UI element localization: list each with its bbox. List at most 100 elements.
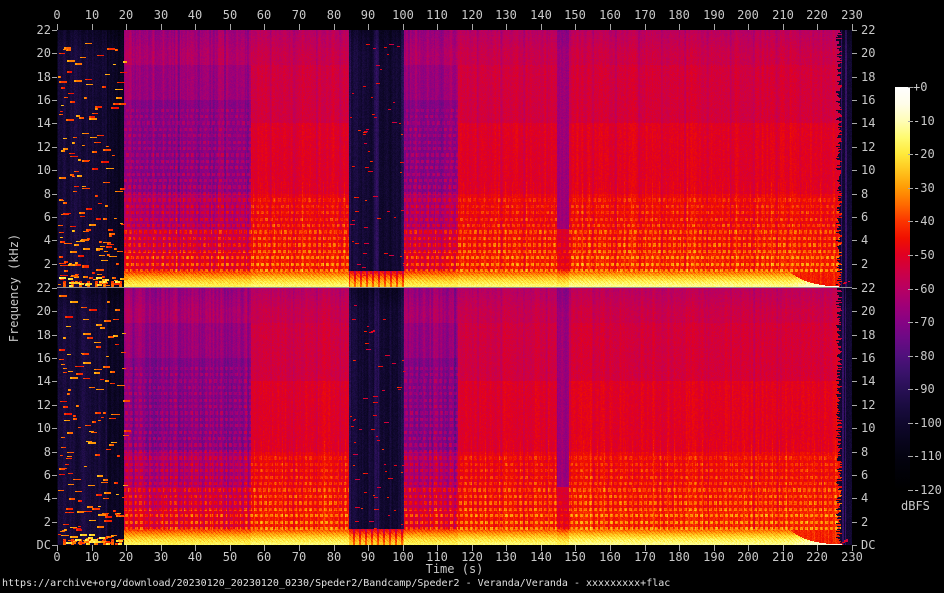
freq-tick-mark-left xyxy=(52,147,57,148)
time-tick-mark-top xyxy=(437,24,438,30)
freq-tick-label-left: 14 xyxy=(36,116,51,130)
colorbar-tick-label: -90 xyxy=(913,382,935,396)
time-tick-mark-bottom xyxy=(368,545,369,551)
freq-tick-mark-left xyxy=(52,288,57,289)
time-tick-label-bottom: 160 xyxy=(599,550,621,564)
freq-tick-label-left: 10 xyxy=(36,421,51,435)
time-tick-mark-bottom xyxy=(817,545,818,551)
colorbar-tick-mark xyxy=(908,456,913,457)
freq-tick-mark-right xyxy=(852,217,857,218)
freq-tick-mark-right xyxy=(852,522,857,523)
time-tick-label-bottom: 170 xyxy=(634,550,656,564)
freq-tick-mark-left xyxy=(52,30,57,31)
time-tick-label-top: 200 xyxy=(737,8,759,22)
freq-tick-label-right: 18 xyxy=(861,328,876,342)
colorbar-tick-mark xyxy=(908,87,913,88)
spectrogram-canvas-right-channel xyxy=(57,288,852,545)
time-tick-label-top: 170 xyxy=(634,8,656,22)
freq-tick-mark-right xyxy=(852,405,857,406)
freq-tick-mark-right xyxy=(852,381,857,382)
time-tick-mark-bottom xyxy=(645,545,646,551)
freq-tick-label-left: 16 xyxy=(36,351,51,365)
colorbar-tick-mark xyxy=(908,389,913,390)
colorbar-tick-label: -70 xyxy=(913,315,935,329)
freq-dc-label-left: DC xyxy=(36,538,51,552)
time-tick-mark-top xyxy=(817,24,818,30)
freq-tick-label-right: 4 xyxy=(861,491,869,505)
freq-tick-label-left: 14 xyxy=(36,374,51,388)
time-tick-label-bottom: 130 xyxy=(495,550,517,564)
freq-tick-label-right: 10 xyxy=(861,421,876,435)
time-tick-label-bottom: 20 xyxy=(118,550,134,564)
colorbar-tick-mark xyxy=(908,255,913,256)
time-tick-label-bottom: 120 xyxy=(461,550,483,564)
time-tick-mark-top xyxy=(230,24,231,30)
colorbar-tick-label: -110 xyxy=(913,449,942,463)
time-tick-mark-top xyxy=(575,24,576,30)
time-tick-label-bottom: 110 xyxy=(426,550,448,564)
colorbar-tick-mark xyxy=(908,490,913,491)
freq-tick-label-right: 14 xyxy=(861,116,876,130)
colorbar-tick-label: -10 xyxy=(913,114,935,128)
time-tick-label-top: 40 xyxy=(187,8,203,22)
freq-tick-label-right: 6 xyxy=(861,210,869,224)
freq-tick-mark-left xyxy=(52,405,57,406)
freq-tick-label-right: 10 xyxy=(861,163,876,177)
freq-tick-mark-left xyxy=(52,240,57,241)
time-tick-mark-bottom xyxy=(195,545,196,551)
time-tick-label-bottom: 90 xyxy=(360,550,376,564)
source-path-text: https://archive+org/download/20230120_20… xyxy=(2,578,671,589)
freq-tick-mark-left xyxy=(52,217,57,218)
freq-tick-mark-left xyxy=(52,264,57,265)
freq-tick-mark-right xyxy=(852,452,857,453)
freq-tick-mark-right xyxy=(852,335,857,336)
freq-tick-label-left: 4 xyxy=(43,491,51,505)
colorbar-tick-mark xyxy=(908,188,913,189)
freq-tick-mark-left xyxy=(52,100,57,101)
time-tick-mark-bottom xyxy=(714,545,715,551)
freq-tick-label-right: 12 xyxy=(861,398,876,412)
time-tick-label-top: 230 xyxy=(841,8,863,22)
time-tick-mark-bottom xyxy=(506,545,507,551)
time-tick-label-top: 150 xyxy=(564,8,586,22)
colorbar-tick-mark xyxy=(908,322,913,323)
time-tick-label-top: 70 xyxy=(291,8,307,22)
time-tick-mark-top xyxy=(368,24,369,30)
time-tick-mark-bottom xyxy=(92,545,93,551)
freq-tick-label-right: 14 xyxy=(861,374,876,388)
time-tick-label-bottom: 190 xyxy=(703,550,725,564)
freq-tick-mark-right xyxy=(852,288,857,289)
time-tick-mark-top xyxy=(403,24,404,30)
freq-tick-label-left: 8 xyxy=(43,445,51,459)
time-tick-mark-bottom xyxy=(748,545,749,551)
time-tick-mark-bottom xyxy=(541,545,542,551)
time-tick-label-top: 180 xyxy=(668,8,690,22)
freq-tick-label-right: 8 xyxy=(861,187,869,201)
time-tick-label-bottom: 230 xyxy=(841,550,863,564)
freq-tick-mark-right xyxy=(852,545,857,546)
time-tick-mark-bottom xyxy=(299,545,300,551)
freq-tick-mark-right xyxy=(852,194,857,195)
time-tick-mark-bottom xyxy=(437,545,438,551)
time-axis-title: Time (s) xyxy=(425,562,484,576)
time-tick-label-top: 210 xyxy=(772,8,794,22)
colorbar-tick-mark xyxy=(908,154,913,155)
time-tick-label-bottom: 100 xyxy=(392,550,414,564)
time-tick-mark-bottom xyxy=(610,545,611,551)
freq-tick-label-left: 12 xyxy=(36,140,51,154)
freq-tick-label-left: 6 xyxy=(43,468,51,482)
time-tick-label-top: 90 xyxy=(360,8,376,22)
time-tick-label-top: 0 xyxy=(53,8,61,22)
freq-tick-mark-left xyxy=(52,452,57,453)
time-tick-label-bottom: 70 xyxy=(291,550,307,564)
freq-tick-mark-right xyxy=(852,428,857,429)
freq-tick-mark-right xyxy=(852,53,857,54)
time-tick-label-top: 20 xyxy=(118,8,134,22)
freq-tick-label-right: 22 xyxy=(861,23,876,37)
colorbar-tick-mark xyxy=(908,221,913,222)
time-tick-mark-bottom xyxy=(575,545,576,551)
time-tick-mark-top xyxy=(195,24,196,30)
freq-tick-label-left: 18 xyxy=(36,70,51,84)
freq-tick-mark-right xyxy=(852,100,857,101)
time-tick-mark-top xyxy=(645,24,646,30)
